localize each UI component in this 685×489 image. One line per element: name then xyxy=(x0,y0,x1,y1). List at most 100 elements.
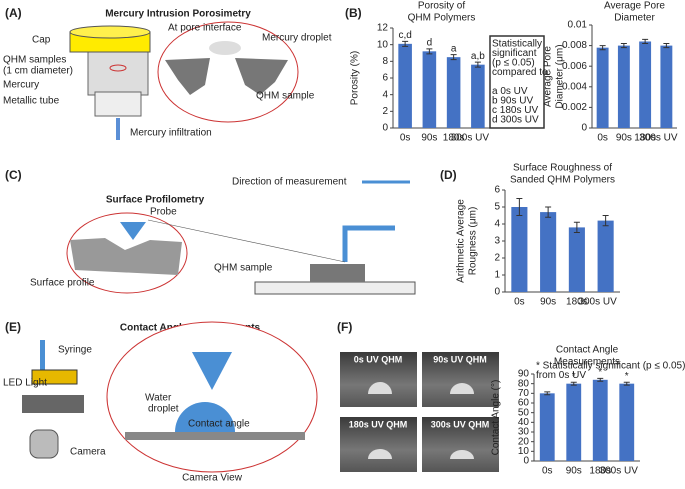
droplet xyxy=(175,402,235,432)
chart-title: QHM Polymers xyxy=(408,13,476,24)
y-tick-label: 8 xyxy=(382,56,388,67)
label: Surface profile xyxy=(30,278,95,289)
callout xyxy=(106,321,318,473)
x-tick-label: 180s xyxy=(566,297,588,308)
y-tick-label: 6 xyxy=(494,185,500,196)
y-tick-label: 60 xyxy=(518,398,530,409)
note: significant xyxy=(492,48,537,59)
panel-label: (D) xyxy=(440,168,457,182)
y-tick-label: 20 xyxy=(518,436,530,447)
sample-mark xyxy=(109,64,127,72)
chart-title: Contact Angle xyxy=(556,345,619,356)
y-tick-label: 2 xyxy=(382,106,388,117)
error-bar xyxy=(516,198,523,216)
label: Mercury xyxy=(3,80,39,91)
x-tick-label: 0s xyxy=(400,133,411,144)
label: Mercury infiltration xyxy=(130,128,212,139)
bar xyxy=(540,212,557,292)
note: * Statistically significant (p ≤ 0.05) xyxy=(536,361,685,372)
y-tick-label: 1 xyxy=(494,270,500,281)
x-tick-label: 180s xyxy=(443,133,465,144)
bar-label: * xyxy=(625,371,629,382)
label: At pore interface xyxy=(168,23,242,34)
x-tick-label: 90s xyxy=(421,133,437,144)
chart-title: Porosity of xyxy=(418,1,465,12)
y-tick-label: 90 xyxy=(518,369,530,380)
note: Statistically xyxy=(492,39,542,50)
probe-arm xyxy=(342,225,395,262)
x-tick-label: 90s xyxy=(540,297,556,308)
y-axis-label: Porosity (%) xyxy=(350,51,361,105)
chart-title: Average Pore xyxy=(604,1,665,12)
bar-label: a xyxy=(451,43,457,54)
error-bar xyxy=(597,377,604,382)
bar-label: * xyxy=(598,367,602,378)
y-tick-label: 4 xyxy=(382,89,388,100)
label: QHM sample xyxy=(214,263,273,274)
y-tick-label: 0.008 xyxy=(562,40,587,51)
bar xyxy=(446,57,461,128)
photo xyxy=(422,417,499,472)
note: a 0s UV xyxy=(492,86,528,97)
label: Mercury droplet xyxy=(262,33,332,44)
stage xyxy=(22,395,84,413)
y-tick-label: 50 xyxy=(518,407,530,418)
error-bar xyxy=(623,381,630,386)
panel-label: (C) xyxy=(5,168,22,182)
panel-label: (E) xyxy=(5,320,21,334)
note: compared to: xyxy=(492,67,550,78)
callout xyxy=(157,21,299,123)
y-tick-label: 3 xyxy=(494,236,500,247)
label: droplet xyxy=(148,404,179,415)
photo-droplet xyxy=(450,450,474,459)
x-tick-label: 300s UV xyxy=(639,133,678,144)
chart-title: Diameter xyxy=(614,13,655,24)
x-tick-label: 300s UV xyxy=(578,297,617,308)
x-tick-label: 90s xyxy=(566,466,582,477)
x-tick-label: 0s xyxy=(597,133,608,144)
bar xyxy=(596,47,609,128)
y-tick-label: 0 xyxy=(494,287,500,298)
metal-tube xyxy=(94,91,142,117)
note: c 180s UV xyxy=(492,105,538,116)
label: Camera View xyxy=(182,473,243,484)
bar xyxy=(660,45,673,128)
panel-label: (B) xyxy=(345,6,362,20)
panel-a: (A) Mercury Intrusion Porosimetry Cap QH… xyxy=(3,6,332,140)
bar xyxy=(539,393,555,461)
panel-label: (A) xyxy=(5,6,22,20)
y-tick-label: 5 xyxy=(494,202,500,213)
bar-label: * xyxy=(572,371,576,382)
photo-droplet xyxy=(450,383,474,394)
photo-droplet xyxy=(368,449,392,459)
label: LED Light xyxy=(3,378,47,389)
label: Syringe xyxy=(58,345,92,356)
syringe xyxy=(40,340,45,380)
photo-label: 90s UV QHM xyxy=(433,354,487,364)
y-axis-label: Average Pore xyxy=(543,46,554,107)
bar xyxy=(422,51,437,129)
panel-label: (F) xyxy=(337,320,352,334)
camera xyxy=(29,429,59,459)
label: (1 cm diameter) xyxy=(3,66,73,77)
photo-label: 0s UV QHM xyxy=(354,354,403,364)
bar-label: a,b xyxy=(471,51,485,62)
error-bar xyxy=(570,381,577,386)
panel-title: Surface Profilometry xyxy=(106,195,205,206)
label: Metallic tube xyxy=(3,96,60,107)
bar xyxy=(592,379,608,461)
y-tick-label: 6 xyxy=(382,73,388,84)
y-tick-label: 2 xyxy=(494,253,500,264)
y-tick-label: 0 xyxy=(581,123,587,134)
y-tick-label: 0.01 xyxy=(568,20,588,31)
error-bar xyxy=(620,43,627,49)
x-tick-label: 0s xyxy=(514,297,525,308)
bar xyxy=(619,383,635,461)
connector xyxy=(147,219,346,263)
photo-label: 180s UV QHM xyxy=(349,419,408,429)
panel-c: (C) Surface Profilometry Probe Surface p… xyxy=(5,168,416,295)
panel-f: (F) 0s UV QHM 90s UV QHM 180s UV QHM 300s U… xyxy=(337,320,499,472)
bar xyxy=(511,207,528,292)
error-bar xyxy=(602,215,609,227)
